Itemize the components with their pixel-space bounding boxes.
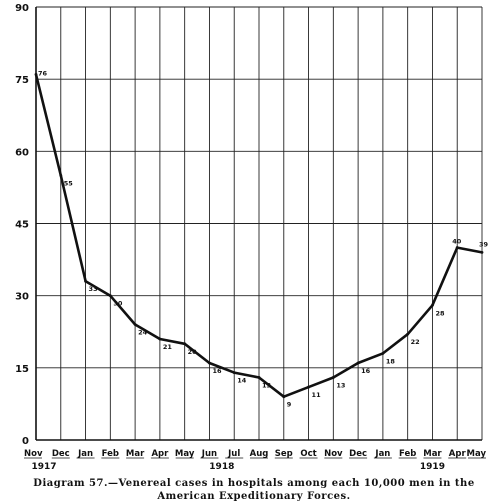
data-label: 40	[452, 238, 462, 246]
y-tick-label: 60	[15, 147, 29, 158]
year-label: 1917	[31, 462, 56, 472]
data-label: 16	[361, 367, 371, 375]
x-tick-label: Dec	[52, 449, 70, 459]
data-point	[356, 361, 360, 365]
x-tick-label: Mar	[126, 449, 145, 459]
data-point	[480, 250, 484, 254]
data-label: 9	[287, 401, 292, 409]
x-tick-label: Nov	[324, 449, 343, 459]
data-point	[158, 337, 162, 341]
data-point	[84, 279, 87, 283]
chart-caption-line1: Diagram 57.—Venereal cases in hospitals …	[33, 478, 474, 489]
x-tick-label: May	[175, 449, 195, 459]
data-point	[307, 385, 310, 389]
data-label: 14	[237, 377, 247, 385]
x-tick-label: Jun	[201, 449, 217, 459]
data-labels: 76 55 33 30 24 21 20 16 14 13 9 11 13 16 18 22 28 40 39	[38, 69, 489, 408]
data-label: 16	[212, 367, 222, 375]
y-tick-label: 75	[15, 75, 29, 86]
data-point	[34, 72, 38, 76]
x-tick-labels: Nov Dec Jan Feb Mar Apr May Jun Jul Aug Sep Oct Nov D…	[24, 449, 486, 459]
x-tick-label: Feb	[102, 449, 119, 459]
grid-lines	[36, 6, 483, 440]
data-point	[232, 371, 236, 375]
data-point	[431, 303, 434, 307]
data-label: 55	[64, 179, 74, 187]
data-label: 30	[113, 300, 123, 308]
x-tick-label: Apr	[449, 449, 467, 459]
y-tick-label: 30	[15, 292, 29, 303]
x-tick-label: Aug	[250, 449, 269, 459]
data-point	[331, 376, 335, 379]
chart-caption-line2: American Expeditionary Forces.	[156, 491, 350, 502]
x-tick-label: Jul	[227, 449, 240, 459]
year-label: 1919	[420, 462, 445, 472]
data-label: 76	[38, 69, 48, 77]
data-label: 33	[89, 285, 98, 293]
data-point	[59, 173, 63, 177]
year-label: 1918	[209, 462, 234, 472]
x-tick-label: Nov	[24, 449, 43, 459]
y-tick-label: 15	[15, 364, 29, 375]
x-tick-label: Oct	[300, 449, 316, 459]
x-tick-label: Mar	[423, 449, 442, 459]
y-tick-label: 90	[15, 3, 29, 14]
year-labels: 1917 1918 1919	[31, 462, 445, 472]
data-point	[406, 332, 410, 336]
y-tick-label: 45	[15, 220, 29, 231]
data-point	[282, 395, 286, 399]
data-point	[133, 323, 137, 326]
x-tick-label: May	[467, 449, 487, 459]
data-point	[455, 246, 459, 249]
data-label: 13	[336, 381, 345, 389]
data-point	[381, 352, 385, 355]
y-tick-labels: 0 15 30 45 60 75 90	[15, 3, 29, 447]
x-tick-label: Dec	[349, 449, 367, 459]
x-tick-label: Sep	[275, 449, 293, 459]
y-tick-label: 0	[22, 436, 29, 447]
data-label: 28	[435, 309, 445, 317]
x-tick-label: Jan	[77, 449, 93, 459]
data-label: 24	[138, 329, 148, 337]
data-label: 22	[411, 338, 420, 346]
x-tick-label: Jan	[374, 449, 390, 459]
data-label: 13	[262, 381, 271, 389]
data-point	[257, 376, 261, 379]
data-label: 11	[312, 391, 322, 399]
data-label: 20	[188, 348, 198, 356]
data-label: 18	[386, 357, 396, 365]
series-line	[34, 72, 484, 399]
x-tick-label: Feb	[399, 449, 416, 459]
data-label: 39	[479, 240, 489, 248]
data-label: 21	[163, 343, 173, 351]
data-point	[108, 294, 112, 298]
data-point	[183, 342, 187, 346]
data-point	[208, 361, 211, 365]
x-tick-label: Apr	[151, 449, 169, 459]
